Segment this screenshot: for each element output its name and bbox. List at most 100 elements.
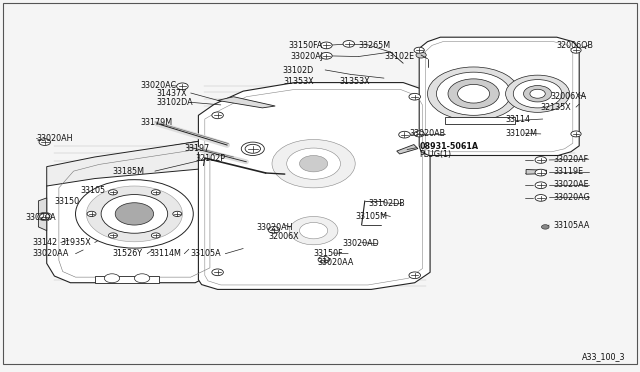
Circle shape — [436, 72, 511, 115]
Text: 33179M: 33179M — [141, 118, 173, 126]
Circle shape — [104, 274, 120, 283]
Circle shape — [343, 41, 355, 47]
Circle shape — [87, 211, 96, 217]
Polygon shape — [47, 141, 218, 186]
Text: 33020AG: 33020AG — [554, 193, 590, 202]
Circle shape — [535, 182, 547, 189]
Text: 31935X: 31935X — [61, 238, 92, 247]
Polygon shape — [419, 37, 579, 155]
Circle shape — [571, 131, 581, 137]
Circle shape — [272, 140, 355, 188]
Circle shape — [318, 256, 330, 263]
Text: 32006X: 32006X — [269, 232, 300, 241]
Polygon shape — [198, 83, 430, 289]
Text: A33_100_3: A33_100_3 — [582, 353, 626, 362]
Text: 33020AD: 33020AD — [342, 239, 379, 248]
Circle shape — [513, 80, 562, 108]
Circle shape — [535, 195, 547, 201]
Circle shape — [38, 212, 52, 221]
Text: 33150: 33150 — [54, 197, 79, 206]
Circle shape — [245, 144, 260, 153]
Circle shape — [535, 157, 547, 163]
Circle shape — [399, 131, 410, 138]
Text: 33105: 33105 — [80, 186, 105, 195]
Polygon shape — [95, 276, 159, 283]
Circle shape — [524, 86, 552, 102]
Circle shape — [416, 52, 426, 58]
Text: 33020AE: 33020AE — [554, 180, 589, 189]
Circle shape — [134, 274, 150, 283]
Circle shape — [289, 217, 338, 245]
Text: 31437X: 31437X — [157, 89, 188, 97]
Text: 33020AJ: 33020AJ — [291, 52, 323, 61]
Circle shape — [321, 52, 332, 59]
Circle shape — [108, 190, 118, 195]
Circle shape — [241, 142, 264, 155]
Text: 33020AA: 33020AA — [32, 249, 68, 258]
Text: 33119E: 33119E — [554, 167, 584, 176]
Text: 33102D: 33102D — [282, 66, 314, 75]
Circle shape — [321, 42, 332, 49]
Text: 32135X: 32135X — [541, 103, 572, 112]
Text: 31353X: 31353X — [283, 77, 314, 86]
Text: 31353X: 31353X — [339, 77, 370, 86]
Polygon shape — [38, 198, 47, 231]
Text: 33102M: 33102M — [506, 129, 538, 138]
Circle shape — [86, 186, 182, 242]
Circle shape — [414, 131, 424, 137]
Text: 33020AH: 33020AH — [36, 134, 73, 143]
Polygon shape — [445, 117, 515, 124]
Text: 33114: 33114 — [506, 115, 531, 124]
Circle shape — [177, 83, 188, 90]
Text: 33185M: 33185M — [113, 167, 145, 176]
Text: 33102DB: 33102DB — [368, 199, 404, 208]
Text: 33102E: 33102E — [384, 52, 414, 61]
Circle shape — [108, 233, 118, 238]
Circle shape — [151, 233, 160, 238]
Text: 33265M: 33265M — [358, 41, 390, 50]
Text: 08931-5061A: 08931-5061A — [419, 142, 478, 151]
Circle shape — [541, 225, 549, 229]
Text: 33142: 33142 — [32, 238, 57, 247]
Circle shape — [428, 67, 520, 121]
Circle shape — [409, 93, 420, 100]
Text: 33020AH: 33020AH — [256, 223, 292, 232]
Circle shape — [39, 139, 51, 145]
Circle shape — [173, 211, 182, 217]
Text: 33020AB: 33020AB — [410, 129, 445, 138]
Text: 33114M: 33114M — [150, 249, 182, 258]
Circle shape — [268, 227, 280, 233]
Text: 33105AA: 33105AA — [554, 221, 590, 230]
Text: 33020AC: 33020AC — [141, 81, 177, 90]
Polygon shape — [526, 170, 547, 174]
Circle shape — [76, 180, 193, 248]
Circle shape — [212, 112, 223, 119]
Circle shape — [448, 79, 499, 109]
Text: 33105A: 33105A — [191, 249, 221, 258]
Text: 33105M: 33105M — [355, 212, 387, 221]
Circle shape — [535, 169, 547, 176]
Text: 33020A: 33020A — [26, 213, 56, 222]
Text: 32006XA: 32006XA — [550, 92, 586, 101]
Circle shape — [101, 195, 168, 233]
Polygon shape — [218, 97, 275, 108]
Polygon shape — [397, 145, 418, 154]
Text: 33102DA: 33102DA — [157, 98, 193, 107]
Text: 33150FA: 33150FA — [289, 41, 323, 50]
Text: 32006QB: 32006QB — [557, 41, 594, 50]
Text: 31526Y: 31526Y — [113, 249, 143, 258]
Circle shape — [212, 269, 223, 276]
Text: PLUG(1): PLUG(1) — [419, 150, 451, 159]
Text: 33020AA: 33020AA — [317, 258, 354, 267]
Circle shape — [571, 47, 581, 53]
Text: 33150F: 33150F — [314, 249, 343, 258]
Circle shape — [414, 47, 424, 53]
Circle shape — [152, 190, 160, 195]
Text: 33020AF: 33020AF — [554, 155, 589, 164]
Circle shape — [530, 89, 545, 98]
Circle shape — [287, 148, 340, 179]
Circle shape — [300, 222, 328, 239]
Text: 32102P: 32102P — [195, 154, 225, 163]
Circle shape — [115, 203, 154, 225]
Circle shape — [40, 214, 50, 219]
